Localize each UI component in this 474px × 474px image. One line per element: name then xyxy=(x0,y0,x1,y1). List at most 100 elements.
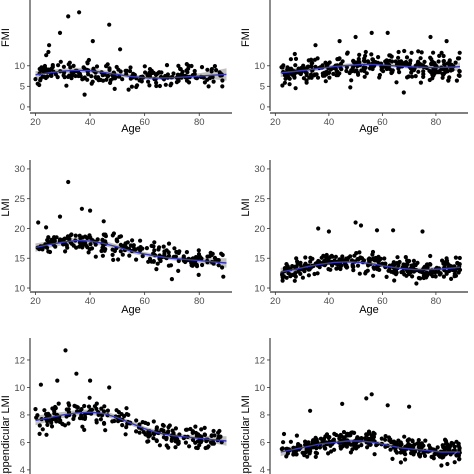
data-point xyxy=(405,443,410,448)
data-point xyxy=(144,246,149,251)
data-point xyxy=(364,71,369,76)
data-point xyxy=(404,55,410,60)
data-point xyxy=(36,220,41,225)
data-point xyxy=(405,262,410,267)
data-point xyxy=(354,251,359,256)
data-point xyxy=(88,378,93,383)
data-point xyxy=(47,43,52,48)
data-point xyxy=(44,225,49,230)
data-point xyxy=(110,247,115,252)
data-point xyxy=(151,244,156,249)
data-point xyxy=(89,81,94,86)
data-point xyxy=(441,445,446,450)
data-point xyxy=(368,442,373,447)
y-tick-label: 20 xyxy=(254,224,265,235)
x-tick-label: 40 xyxy=(85,117,96,128)
data-point xyxy=(138,238,143,243)
data-point xyxy=(287,82,292,87)
y-tick-label: 10 xyxy=(254,283,265,294)
data-point xyxy=(87,247,92,252)
data-point xyxy=(107,67,112,72)
data-point xyxy=(208,250,213,255)
data-point xyxy=(140,420,145,425)
data-point xyxy=(85,235,90,241)
data-point xyxy=(416,275,421,281)
data-point xyxy=(64,83,69,88)
data-point xyxy=(304,71,309,76)
data-point xyxy=(384,274,389,279)
data-point xyxy=(164,437,169,442)
data-point xyxy=(338,432,343,438)
data-point xyxy=(286,271,291,276)
data-point xyxy=(359,436,364,441)
data-point xyxy=(80,424,85,429)
data-point xyxy=(415,441,420,446)
data-point xyxy=(86,57,91,63)
data-point xyxy=(55,75,60,80)
data-point xyxy=(368,64,374,69)
data-point xyxy=(94,420,99,425)
data-point xyxy=(395,255,400,260)
data-point xyxy=(46,411,51,416)
data-point xyxy=(196,248,201,253)
data-point xyxy=(449,276,454,281)
data-point xyxy=(280,278,285,283)
data-point xyxy=(377,72,382,78)
data-point xyxy=(301,76,306,81)
data-point xyxy=(206,84,211,89)
data-point xyxy=(99,248,104,254)
data-point xyxy=(194,262,199,267)
data-point xyxy=(166,241,172,246)
data-point xyxy=(140,254,145,259)
data-point xyxy=(358,255,363,260)
data-point xyxy=(349,78,354,83)
y-tick-label: 15 xyxy=(14,254,25,265)
y-tick-label: 4 xyxy=(260,465,265,474)
data-point xyxy=(105,74,110,79)
data-point xyxy=(176,78,181,83)
data-point xyxy=(321,253,326,258)
data-point xyxy=(81,65,86,70)
data-point xyxy=(69,232,74,237)
data-point xyxy=(280,274,285,279)
data-point xyxy=(428,34,433,40)
data-point xyxy=(351,264,356,269)
data-point xyxy=(74,404,79,409)
data-point xyxy=(457,457,462,462)
data-point xyxy=(348,85,353,90)
data-point xyxy=(126,87,131,92)
data-point xyxy=(407,61,412,66)
data-point xyxy=(419,441,424,446)
data-point xyxy=(304,80,309,85)
plot-area xyxy=(35,179,227,282)
data-point xyxy=(194,255,200,260)
data-point xyxy=(38,382,44,387)
data-point xyxy=(383,434,388,439)
data-point xyxy=(120,423,125,428)
y-tick-label: 12 xyxy=(254,355,265,366)
data-point xyxy=(422,265,427,270)
data-point xyxy=(103,428,108,433)
data-point xyxy=(108,80,113,85)
data-point xyxy=(147,67,153,72)
plot-area xyxy=(279,30,462,95)
data-point xyxy=(455,56,461,61)
data-point xyxy=(405,438,410,443)
panel-fmi-right: 0 5 10 FMI 20 40 60 80 Age xyxy=(240,0,468,135)
data-point xyxy=(64,243,69,248)
data-point xyxy=(66,421,71,426)
x-tick-label: 80 xyxy=(194,296,205,307)
y-tick-label: 10 xyxy=(14,383,25,394)
data-point xyxy=(441,59,446,64)
data-point xyxy=(161,423,166,428)
data-point xyxy=(170,428,175,433)
y-axis-title: Appendicular LMI xyxy=(0,395,12,474)
y-tick-label: 8 xyxy=(20,410,25,421)
data-point xyxy=(86,404,92,409)
data-point xyxy=(370,436,376,441)
data-point xyxy=(157,70,162,75)
data-point xyxy=(293,63,298,68)
data-point xyxy=(423,438,428,443)
data-point xyxy=(155,261,160,266)
data-point xyxy=(212,64,217,69)
